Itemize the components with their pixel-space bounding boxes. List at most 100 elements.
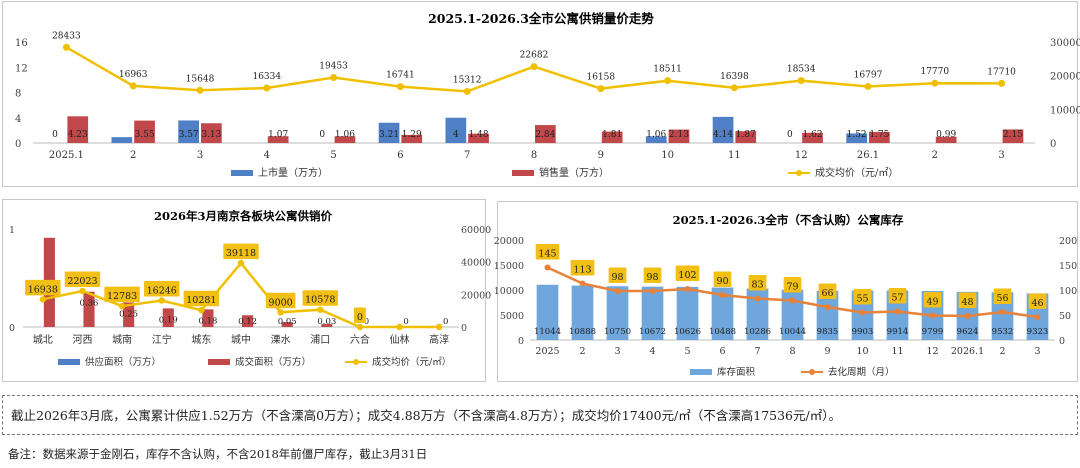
line-series-point	[530, 63, 538, 71]
legend-swatch	[231, 170, 253, 176]
bar-data-label: 0.99	[936, 130, 956, 140]
y-right-tick-label: 100	[1059, 286, 1077, 297]
line-series-point	[1034, 314, 1041, 320]
y-left-tick-label: 16	[15, 38, 28, 49]
line-data-label-box	[1028, 293, 1047, 309]
line-data-label-box	[783, 277, 802, 293]
line-data-label-box	[643, 267, 662, 283]
line-data-label: 56	[996, 293, 1008, 304]
bar-data-label: 9835	[817, 327, 839, 337]
line-data-label-box	[818, 283, 837, 299]
bar-a	[641, 286, 664, 340]
legend-label: 成交均价（元/㎡）	[372, 356, 451, 368]
y-right-tick-label: 0	[461, 323, 467, 334]
line-data-label: 16246	[147, 285, 177, 296]
x-tick-label: 高淳	[429, 333, 449, 346]
bar-a	[536, 284, 559, 340]
bar-data-label: 1.29	[402, 130, 422, 140]
x-tick-label: 12	[795, 150, 808, 161]
bar-data-label: 9903	[852, 327, 874, 337]
line-series-point	[435, 323, 443, 331]
line-data-label: 55	[856, 294, 868, 305]
bar-b	[201, 123, 222, 143]
line-data-label: 17710	[987, 67, 1016, 77]
line-data-label: 10578	[305, 295, 335, 306]
line-series-point	[39, 296, 47, 303]
bar-data-label: 3.55	[135, 130, 155, 140]
bar-data-label: 10672	[639, 327, 666, 337]
line-data-label: 17770	[920, 67, 949, 77]
supply-sales-price-chart: 2025.1-2026.3全市公寓供销量价走势04812160100002000…	[15, 11, 1080, 179]
bar-a	[846, 133, 867, 143]
x-tick-label: 8	[789, 346, 795, 357]
legend-label: 供应面积（万方）	[85, 356, 161, 368]
supply-sales-price-chart-panel: 2025.1-2026.3全市公寓供销量价走势 0 4 8 12 16 0 10000 2000…	[2, 1, 1080, 187]
bar-b	[1002, 129, 1024, 143]
line-series-point	[118, 302, 126, 310]
bar-data-label: 1.06	[335, 130, 355, 140]
chart-title: 2026年3月南京各板块公寓供销价	[154, 209, 333, 223]
bar-b	[267, 136, 289, 143]
bar-b	[321, 324, 333, 327]
bar-data-label: 10286	[744, 327, 771, 337]
y-right-tick-label: 10000	[1050, 105, 1080, 116]
bar-a	[178, 120, 199, 143]
bar-b	[935, 136, 957, 143]
line-series-point	[597, 85, 605, 93]
line-data-label: 0	[357, 312, 363, 323]
line-series-point	[196, 86, 204, 94]
line-data-label-box	[223, 243, 259, 260]
line-data-label-box	[958, 292, 977, 308]
x-tick-label: 8	[531, 150, 537, 161]
bar-data-label: 9914	[887, 327, 909, 337]
line-series-point	[894, 308, 901, 315]
inventory-chart: 2025.1-2026.3全市（不含认购）公寓库存 0 5000 10000 15000…	[494, 213, 1077, 378]
bar-data-label: 0.18	[198, 316, 217, 326]
y-left-tick-label: 0	[518, 336, 524, 347]
x-tick-label: 浦口	[310, 333, 330, 346]
bar-data-label: 9532	[992, 327, 1014, 337]
y-right-tick-label: 30000	[1050, 38, 1080, 49]
line-series-point	[789, 297, 796, 304]
line-data-label: 19453	[319, 62, 348, 72]
legend-swatch	[58, 359, 80, 365]
line-data-label: 28433	[52, 31, 81, 41]
line-series-point	[277, 309, 284, 316]
y-right-tick-label: 150	[1059, 261, 1077, 272]
bar-b	[202, 309, 214, 327]
line-data-label: 46	[1031, 298, 1043, 309]
x-tick-label: 2025	[535, 346, 559, 357]
line-series-point	[198, 307, 205, 314]
line-data-label: 16158	[586, 73, 615, 83]
x-tick-label: 12	[926, 346, 938, 357]
line-data-label: 15312	[453, 75, 482, 85]
y-right-tick-label: 40000	[461, 258, 491, 269]
line-data-label-box	[104, 286, 140, 303]
line-data-label: 79	[786, 282, 798, 293]
bar-a	[816, 290, 839, 340]
x-tick-label: 5	[330, 150, 336, 161]
line-data-label-box	[888, 288, 907, 304]
bar-data-label: 1.87	[736, 130, 756, 140]
bar-data-label: 3.21	[379, 130, 399, 140]
line-data-label: 83	[751, 280, 763, 291]
line-data-label-box	[64, 271, 101, 288]
district-chart-panel: 2026年3月南京各板块公寓供销价 0 1 0 20000 40000 60000 城北 河西 城…	[2, 199, 491, 382]
line-series-point	[263, 84, 271, 92]
bar-data-label: 0.12	[238, 317, 257, 327]
line-series-point	[754, 295, 761, 302]
bar-data-label: 1.81	[602, 130, 622, 140]
line-series-point	[396, 323, 403, 331]
bar-a	[111, 137, 133, 143]
x-tick-label: 4	[649, 346, 655, 357]
line-data-label-box	[265, 292, 296, 309]
summary-text: 截止2026年3月底，公寓累计供应1.52万方（不含溧高0万方）；成交4.88万…	[2, 395, 1078, 435]
bar-b	[468, 133, 489, 143]
bar-data-label: 10626	[674, 327, 701, 337]
line-data-label: 16741	[386, 71, 415, 81]
line-data-label-box	[570, 260, 595, 276]
x-tick-label: 3	[1034, 346, 1040, 357]
line-series-point	[544, 264, 551, 271]
y-right-tick-label: 200	[1059, 236, 1077, 247]
bar-data-label: 4	[453, 130, 459, 140]
